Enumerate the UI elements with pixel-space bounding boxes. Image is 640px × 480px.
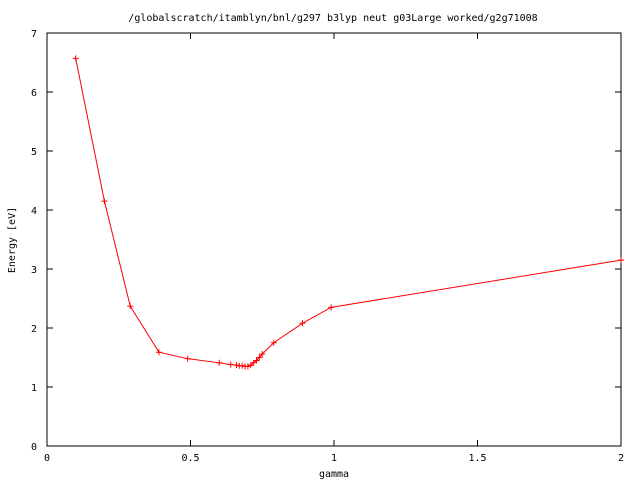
y-tick-label: 7 <box>31 29 37 40</box>
data-point <box>72 55 79 62</box>
data-point <box>216 359 223 366</box>
y-tick-label: 1 <box>31 383 37 394</box>
data-point <box>256 354 263 361</box>
data-point <box>259 350 266 357</box>
data-point <box>299 320 306 327</box>
y-axis-label: Energy [eV] <box>7 207 18 273</box>
series-layer <box>72 55 624 370</box>
x-tick-label: 1 <box>331 453 337 464</box>
x-tick-label: 1.5 <box>468 453 486 464</box>
data-point <box>328 304 335 311</box>
data-point <box>184 355 191 362</box>
data-point <box>227 361 234 368</box>
x-tick-label: 2 <box>618 453 624 464</box>
data-point <box>618 257 624 264</box>
x-tick-label: 0 <box>44 453 50 464</box>
chart-title: /globalscratch/itamblyn/bnl/g297 b3lyp n… <box>128 13 537 24</box>
x-tick-label: 0.5 <box>181 453 199 464</box>
x-axis-label: gamma <box>319 469 349 480</box>
y-tick-label: 0 <box>31 442 37 453</box>
series-line <box>75 58 622 367</box>
y-tick-label: 4 <box>31 206 37 217</box>
data-point <box>233 362 240 369</box>
data-point <box>244 363 251 370</box>
plot-frame <box>46 32 622 447</box>
data-point <box>239 362 246 369</box>
data-point <box>127 303 134 310</box>
data-point <box>253 357 260 364</box>
data-point <box>155 349 162 356</box>
data-point <box>101 198 108 205</box>
axis-ticks <box>46 32 622 447</box>
y-tick-label: 2 <box>31 324 37 335</box>
y-tick-label: 3 <box>31 265 37 276</box>
y-tick-label: 5 <box>31 147 37 158</box>
tick-labels: 0 0.5 1 1.5 2 0 1 2 3 4 5 6 7 <box>31 29 624 464</box>
data-point <box>270 339 277 346</box>
y-tick-label: 6 <box>31 88 37 99</box>
